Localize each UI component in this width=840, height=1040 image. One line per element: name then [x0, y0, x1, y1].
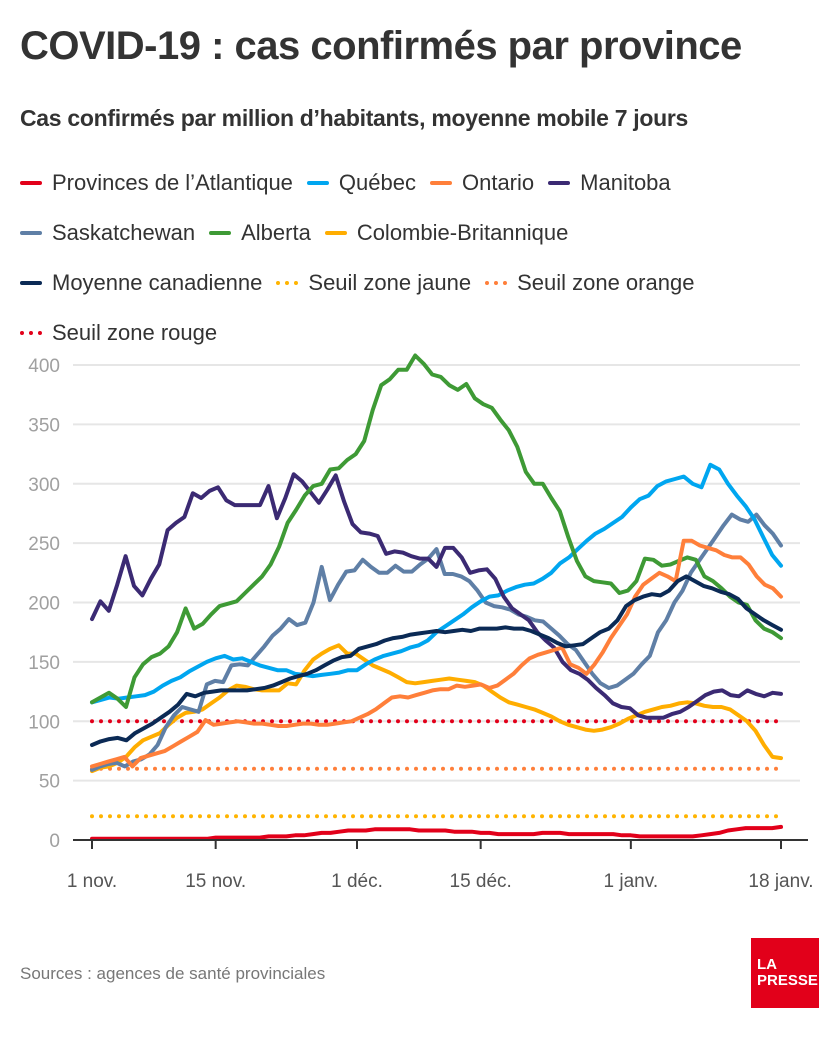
- legend-swatch: [306, 181, 329, 185]
- y-tick-label: 300: [28, 475, 60, 496]
- la-presse-logo[interactable]: LA PRESSE: [751, 938, 819, 1008]
- legend-label: Québec: [338, 170, 416, 195]
- legend-swatch: [20, 281, 42, 285]
- legend-swatch: [20, 331, 42, 335]
- legend-label: Seuil zone jaune: [308, 270, 472, 295]
- legend-swatch: [20, 181, 42, 185]
- source-note: Sources : agences de santé provinciales: [20, 964, 326, 983]
- legend-row: Seuil zone rouge: [20, 308, 830, 358]
- legend-label: Colombie-Britannique: [356, 220, 569, 245]
- legend: Provinces de l’Atlantique Québec Ontario Ma…: [20, 158, 830, 358]
- y-tick-label: 150: [28, 653, 60, 674]
- legend-item: Colombie-Britannique: [324, 220, 569, 246]
- logo-line-1: LA: [757, 956, 777, 973]
- legend-label: Ontario: [461, 170, 535, 195]
- legend-swatch: [20, 231, 42, 235]
- y-tick-label: 100: [28, 712, 60, 733]
- x-tick-label: 15 nov.: [185, 871, 246, 892]
- legend-swatch: [548, 181, 571, 185]
- x-tick-label: 1 déc.: [331, 871, 383, 892]
- legend-label: Seuil zone orange: [517, 270, 695, 295]
- legend-label: Manitoba: [580, 170, 671, 195]
- legend-item: Saskatchewan: [20, 220, 195, 246]
- threshold-lines: [90, 719, 783, 819]
- legend-label: Provinces de l’Atlantique: [52, 170, 293, 195]
- legend-label: Moyenne canadienne: [52, 270, 263, 295]
- legend-item: Moyenne canadienne: [20, 270, 262, 296]
- legend-item: Provinces de l’Atlantique: [20, 170, 293, 196]
- series-line-colombie-britannique: [90, 643, 783, 774]
- legend-label: Seuil zone rouge: [52, 320, 218, 345]
- legend-item: Alberta: [209, 220, 311, 246]
- legend-row: Moyenne canadienne Seuil zone jaune Seuil …: [20, 258, 830, 308]
- x-tick-label: 1 nov.: [67, 871, 117, 892]
- legend-swatch: [485, 281, 508, 285]
- legend-item: Seuil zone rouge: [20, 320, 217, 346]
- y-axis-ticks: 0 50 100 150 200 250 300 350 400: [28, 356, 60, 852]
- legend-item: Québec: [306, 170, 416, 196]
- legend-item: Seuil zone jaune: [276, 270, 471, 296]
- y-tick-label: 50: [39, 772, 60, 793]
- legend-swatch: [324, 231, 347, 235]
- y-tick-label: 350: [28, 415, 60, 436]
- x-tick-label: 1 janv.: [604, 871, 659, 892]
- x-tick-label: 15 déc.: [450, 871, 512, 892]
- chart-subtitle: Cas confirmés par million d’habitants, m…: [20, 105, 689, 131]
- legend-swatch: [209, 231, 232, 235]
- series-line-saskatchewan: [90, 512, 783, 772]
- legend-item: Ontario: [429, 170, 535, 196]
- series-lines: [90, 353, 783, 841]
- series-line-moyenne-canadienne: [90, 574, 783, 747]
- legend-item: Manitoba: [548, 170, 671, 196]
- y-tick-label: 0: [49, 831, 60, 852]
- chart-title: COVID-19 : cas confirmés par province: [20, 24, 742, 68]
- y-tick-label: 400: [28, 356, 60, 377]
- legend-label: Alberta: [241, 220, 311, 245]
- legend-swatch: [429, 181, 452, 185]
- legend-label: Saskatchewan: [52, 220, 196, 245]
- legend-item: Seuil zone orange: [485, 270, 694, 296]
- series-line-manitoba: [90, 472, 783, 720]
- series-line-provinces-de-l-atlantique: [90, 824, 783, 841]
- y-tick-label: 200: [28, 594, 60, 615]
- series-line-ontario: [90, 538, 783, 769]
- legend-row: Saskatchewan Alberta Colombie-Britannique: [20, 208, 830, 258]
- legend-row: Provinces de l’Atlantique Québec Ontario Ma…: [20, 158, 830, 208]
- x-axis: 1 nov. 15 nov. 1 déc. 15 déc. 1 janv. 18 janv…: [67, 839, 814, 892]
- logo-line-2: PRESSE: [757, 972, 818, 989]
- legend-swatch: [276, 281, 299, 285]
- series-line-alberta: [90, 353, 783, 709]
- y-tick-label: 250: [28, 534, 60, 555]
- x-tick-label: 18 janv.: [748, 871, 813, 892]
